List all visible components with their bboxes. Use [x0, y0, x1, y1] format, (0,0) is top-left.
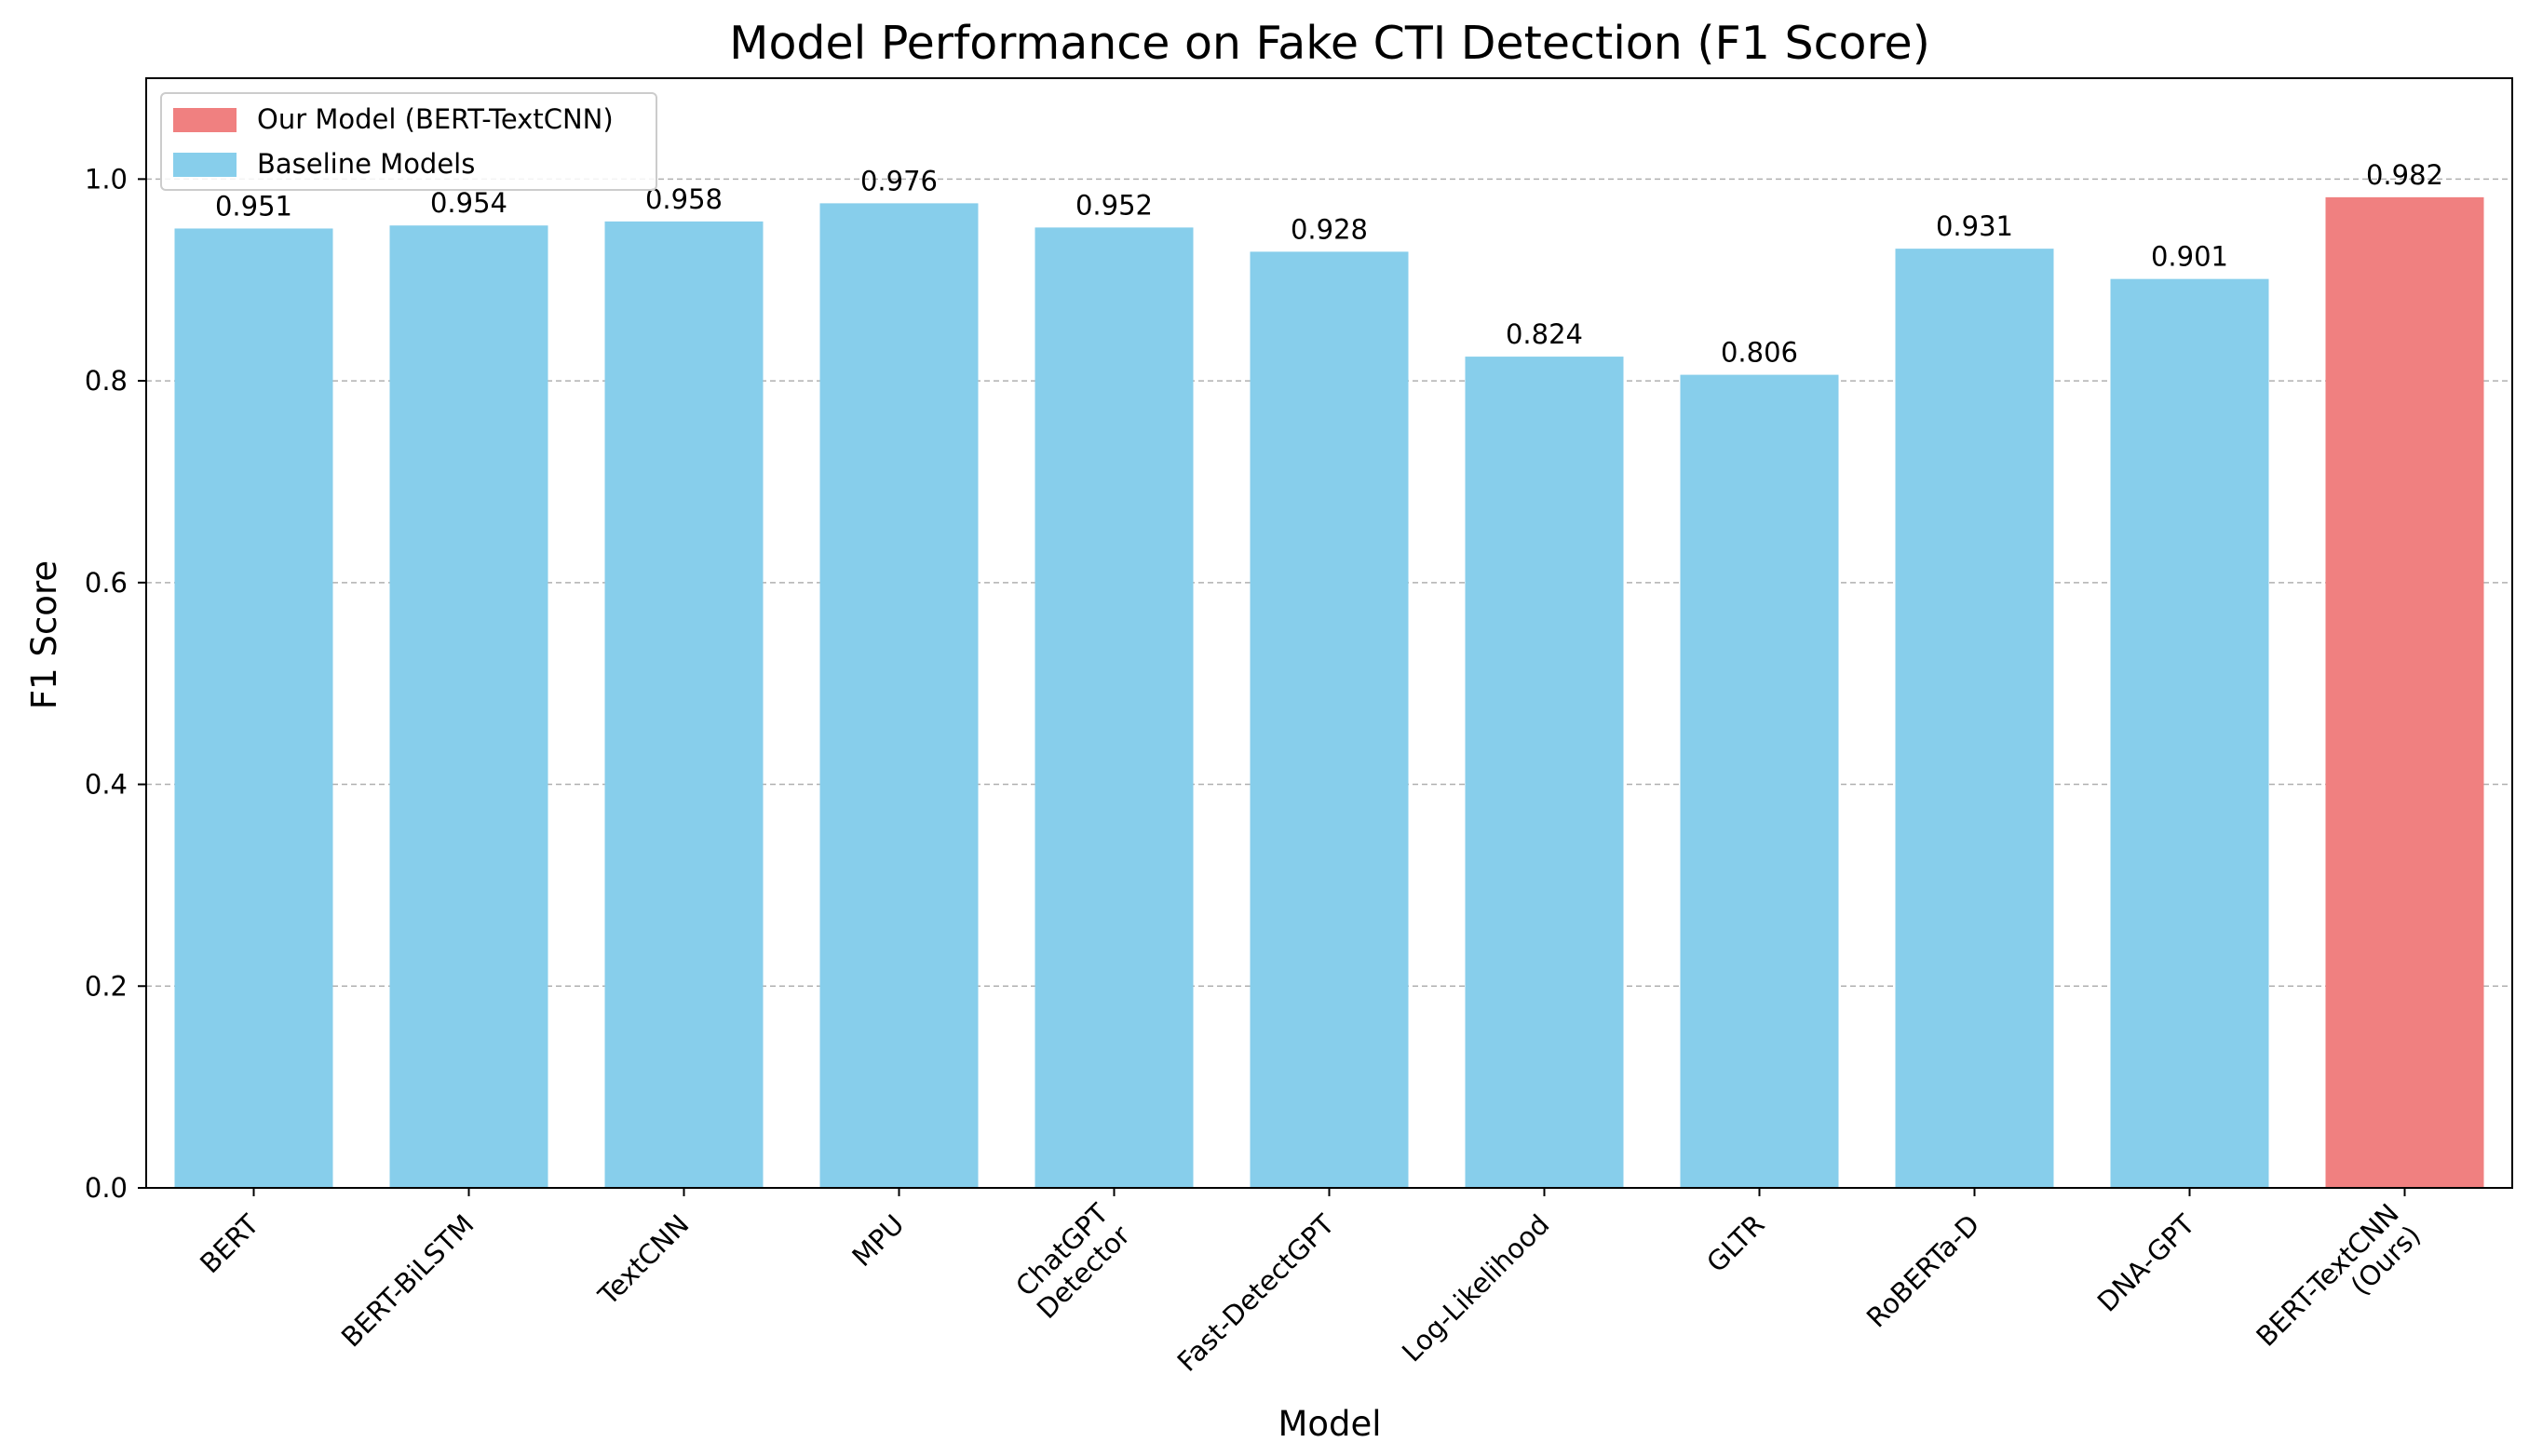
bar-value-label: 0.952: [1075, 189, 1153, 221]
x-tick-label: BERT: [194, 1208, 265, 1280]
chart-title: Model Performance on Fake CTI Detection …: [729, 17, 1930, 70]
bar-value-label: 0.958: [645, 183, 723, 215]
value-labels: 0.951 0.954 0.958 0.976 0.952 0.928 0.824 0.806…: [215, 159, 2443, 369]
bar: [1895, 249, 2054, 1189]
x-tick-label: BERT-TextCNN(Ours): [2250, 1197, 2427, 1374]
bar: [389, 225, 548, 1188]
y-axis-label: F1 Score: [24, 560, 64, 709]
bar-value-label: 0.928: [1291, 213, 1368, 245]
x-tick-label: Fast-DetectGPT: [1171, 1208, 1341, 1378]
bar: [174, 228, 333, 1189]
x-tick-label: DNA-GPT: [2091, 1208, 2201, 1318]
x-tick-label: MPU: [845, 1208, 910, 1273]
x-tick-label: BERT-BiLSTM: [335, 1208, 480, 1354]
bar: [2110, 278, 2269, 1188]
y-tick-label: 0.4: [85, 769, 128, 801]
legend-label: Our Model (BERT-TextCNN): [257, 103, 614, 135]
y-tick-label: 0.2: [85, 970, 128, 1002]
bar-value-label: 0.954: [430, 187, 507, 219]
y-axis-ticks: 0.0 0.2 0.4 0.6 0.8 1.0: [85, 163, 146, 1204]
bar: [1680, 374, 1839, 1188]
legend-label: Baseline Models: [257, 148, 475, 180]
x-tick-label: GLTR: [1700, 1208, 1770, 1278]
legend-swatch: [173, 108, 237, 132]
bar: [1035, 227, 1194, 1189]
legend-box: [160, 92, 657, 191]
bar: [1250, 251, 1409, 1188]
legend-swatch: [173, 153, 237, 177]
bar-value-label: 0.824: [1506, 318, 1583, 350]
bar-value-label: 0.951: [215, 190, 292, 222]
bar: [604, 221, 764, 1189]
y-tick-label: 0.8: [85, 365, 128, 397]
bar: [1465, 357, 1624, 1189]
bar: [819, 203, 979, 1189]
y-tick-label: 0.0: [85, 1172, 128, 1204]
x-tick-label: Log-Likelihood: [1396, 1208, 1555, 1368]
bar-value-label: 0.982: [2366, 159, 2443, 191]
x-tick-label: ChatGPTDetector: [1008, 1197, 1136, 1325]
bars: [174, 196, 2484, 1189]
bar-value-label: 0.806: [1721, 337, 1798, 369]
y-tick-label: 0.6: [85, 567, 128, 599]
bar-value-label: 0.931: [1936, 210, 2013, 242]
y-tick-label: 1.0: [85, 163, 128, 195]
bar-value-label: 0.976: [860, 165, 938, 196]
legend: Our Model (BERT-TextCNN) Baseline Models: [160, 92, 657, 191]
x-tick-label: TextCNN: [591, 1208, 695, 1312]
x-axis-ticks: BERT BERT-BiLSTM TextCNN MPU ChatGPTDetector…: [194, 1188, 2427, 1378]
bar-value-label: 0.901: [2151, 241, 2228, 273]
x-tick-label: RoBERTa-D: [1860, 1208, 1986, 1334]
bar: [2325, 196, 2484, 1188]
x-axis-label: Model: [1278, 1404, 1381, 1444]
